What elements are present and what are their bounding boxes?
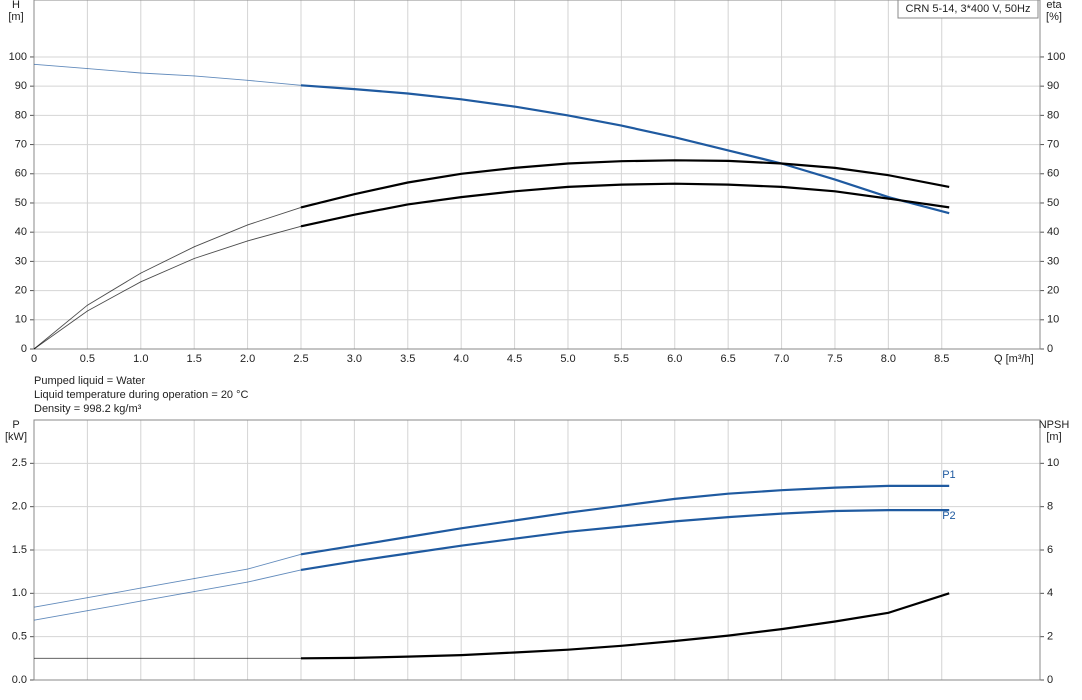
y2-tick-label: 4 xyxy=(1047,587,1053,599)
y-tick-label: 0 xyxy=(21,343,27,355)
y-axis-label: P xyxy=(12,419,19,431)
x-tick-label: 3.5 xyxy=(400,353,415,365)
note: Pumped liquid = Water xyxy=(34,375,146,387)
x-tick-label: 7.0 xyxy=(774,353,789,365)
y-axis-label: H xyxy=(12,0,20,11)
y2-tick-label: 0 xyxy=(1047,343,1053,355)
x-tick-label: 0.5 xyxy=(80,353,95,365)
y2-tick-label: 40 xyxy=(1047,226,1059,238)
y2-axis-label: NPSH xyxy=(1039,419,1070,431)
y-tick-label: 2.5 xyxy=(12,457,27,469)
y2-axis-label: [%] xyxy=(1046,11,1062,23)
x-tick-label: 3.0 xyxy=(347,353,362,365)
curve xyxy=(300,182,950,228)
x-axis-label: Q [m³/h] xyxy=(994,353,1034,365)
y2-tick-label: 10 xyxy=(1047,457,1059,469)
x-tick-label: 5.0 xyxy=(560,353,575,365)
note: Liquid temperature during operation = 20… xyxy=(34,389,249,401)
curve xyxy=(33,569,302,621)
x-tick-label: 6.5 xyxy=(721,353,736,365)
series-label: P2 xyxy=(942,510,955,522)
y-tick-label: 10 xyxy=(15,314,27,326)
y2-axis-label: eta xyxy=(1046,0,1062,11)
x-tick-label: 4.0 xyxy=(454,353,469,365)
y2-tick-label: 0 xyxy=(1047,674,1053,686)
x-tick-label: 6.0 xyxy=(667,353,682,365)
y2-tick-label: 60 xyxy=(1047,168,1059,180)
curve xyxy=(300,84,950,215)
x-tick-label: 1.0 xyxy=(133,353,148,365)
y2-tick-label: 70 xyxy=(1047,138,1059,150)
y-tick-label: 1.5 xyxy=(12,544,27,556)
x-tick-label: 2.5 xyxy=(293,353,308,365)
y-axis-label: [m] xyxy=(8,11,23,23)
y2-tick-label: 30 xyxy=(1047,255,1059,267)
y-tick-label: 30 xyxy=(15,255,27,267)
curve xyxy=(300,484,950,556)
chart-title: CRN 5-14, 3*400 V, 50Hz xyxy=(906,3,1031,15)
y-tick-label: 20 xyxy=(15,284,27,296)
y-tick-label: 50 xyxy=(15,197,27,209)
y-tick-label: 100 xyxy=(9,51,27,63)
x-tick-label: 1.5 xyxy=(187,353,202,365)
plot-frame xyxy=(33,0,1041,350)
y2-axis-label: [m] xyxy=(1046,431,1061,443)
curve xyxy=(33,225,302,350)
curve xyxy=(300,159,950,209)
y2-tick-label: 10 xyxy=(1047,314,1059,326)
x-tick-label: 7.5 xyxy=(827,353,842,365)
y-axis-label: [kW] xyxy=(5,431,27,443)
curve xyxy=(33,553,302,608)
x-tick-label: 0 xyxy=(31,353,37,365)
y2-tick-label: 90 xyxy=(1047,80,1059,92)
y2-tick-label: 6 xyxy=(1047,544,1053,556)
x-tick-label: 8.5 xyxy=(934,353,949,365)
y-tick-label: 60 xyxy=(15,168,27,180)
y2-tick-label: 80 xyxy=(1047,109,1059,121)
x-tick-label: 5.5 xyxy=(614,353,629,365)
y-tick-label: 0.0 xyxy=(12,674,27,686)
plot-frame xyxy=(33,419,1041,681)
x-tick-label: 8.0 xyxy=(881,353,896,365)
curve xyxy=(33,206,302,350)
y-tick-label: 70 xyxy=(15,138,27,150)
y2-tick-label: 2 xyxy=(1047,631,1053,643)
y2-tick-label: 20 xyxy=(1047,284,1059,296)
curve xyxy=(300,509,950,571)
y-tick-label: 90 xyxy=(15,80,27,92)
y2-tick-label: 50 xyxy=(1047,197,1059,209)
y-tick-label: 2.0 xyxy=(12,501,27,513)
x-tick-label: 4.5 xyxy=(507,353,522,365)
y-tick-label: 40 xyxy=(15,226,27,238)
x-tick-label: 2.0 xyxy=(240,353,255,365)
curve xyxy=(33,63,302,86)
y-tick-label: 1.0 xyxy=(12,587,27,599)
y2-tick-label: 8 xyxy=(1047,501,1053,513)
title-box xyxy=(897,0,1039,19)
note: Density = 998.2 kg/m³ xyxy=(34,403,142,415)
curve xyxy=(300,592,950,660)
y2-tick-label: 100 xyxy=(1047,51,1065,63)
y-tick-label: 80 xyxy=(15,109,27,121)
y-tick-label: 0.5 xyxy=(12,631,27,643)
series-label: P1 xyxy=(942,469,955,481)
